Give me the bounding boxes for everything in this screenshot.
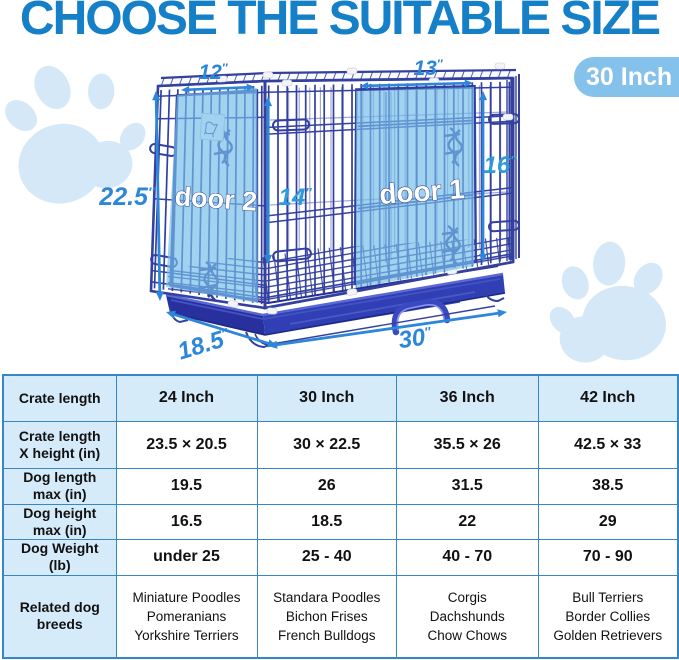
svg-text:22.5″: 22.5″ — [98, 183, 156, 211]
svg-text:door 1: door 1 — [378, 173, 466, 210]
svg-text:14″: 14″ — [279, 184, 313, 211]
svg-text:18.5″: 18.5″ — [175, 324, 234, 366]
svg-text:13″: 13″ — [413, 57, 443, 80]
svg-text:12″: 12″ — [198, 61, 228, 84]
svg-text:30″: 30″ — [397, 323, 434, 354]
svg-text:door 2: door 2 — [174, 181, 258, 217]
